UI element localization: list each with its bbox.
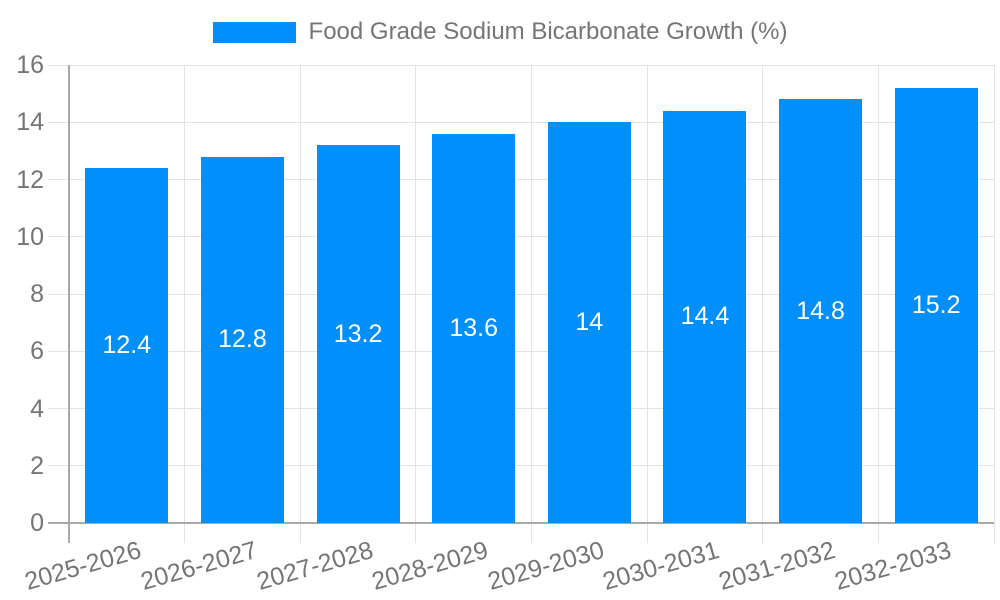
- bar-value-label: 14: [575, 308, 604, 337]
- x-tick-label: 2026-2027: [137, 536, 261, 596]
- legend[interactable]: Food Grade Sodium Bicarbonate Growth (%): [0, 18, 1000, 46]
- bar[interactable]: 12.8: [200, 156, 284, 523]
- h-gridline: [48, 236, 994, 238]
- bar-value-label: 14.8: [796, 296, 845, 325]
- x-tick-label: 2025-2026: [21, 536, 145, 596]
- x-tick-label: 2032-2033: [831, 536, 954, 596]
- legend-label: Food Grade Sodium Bicarbonate Growth (%): [308, 18, 788, 45]
- h-gridline: [48, 121, 994, 123]
- bar[interactable]: 12.4: [85, 168, 169, 523]
- x-tick-label: 2029-2030: [484, 536, 608, 596]
- v-gridline: [531, 65, 532, 543]
- y-tick-label: 6: [30, 337, 44, 366]
- h-gridline: [48, 408, 994, 409]
- v-gridline: [762, 65, 764, 543]
- h-gridline: [48, 64, 994, 66]
- x-tick-label: 2031-2032: [715, 536, 839, 596]
- h-gridline: [48, 350, 994, 352]
- bar[interactable]: 13.6: [432, 133, 516, 523]
- y-axis-line: [68, 65, 70, 543]
- h-gridline: [48, 293, 994, 295]
- y-tick-label: 0: [30, 509, 44, 537]
- bar[interactable]: 13.2: [316, 145, 400, 523]
- bar-value-label: 13.6: [449, 313, 499, 342]
- v-gridline: [646, 65, 648, 543]
- bar-value-label: 12.8: [218, 325, 267, 354]
- x-tick-label: 2030-2031: [600, 536, 723, 596]
- y-tick-label: 14: [16, 108, 44, 137]
- y-tick-label: 8: [30, 280, 44, 308]
- y-tick-label: 16: [16, 51, 44, 79]
- y-tick-label: 10: [16, 222, 44, 251]
- bar-value-label: 13.2: [333, 319, 383, 348]
- bar-value-label: 12.4: [102, 331, 152, 360]
- legend-swatch: [212, 21, 296, 43]
- bar[interactable]: 14.4: [663, 110, 747, 523]
- y-tick-label: 12: [16, 165, 44, 194]
- x-axis-line: [48, 522, 994, 524]
- v-gridline: [993, 65, 995, 543]
- v-gridline: [415, 65, 417, 543]
- h-gridline: [48, 465, 994, 467]
- bar[interactable]: 14.8: [779, 99, 863, 523]
- bar-value-label: 14.4: [680, 302, 730, 331]
- y-tick-label: 4: [30, 394, 44, 423]
- v-gridline: [877, 65, 879, 543]
- bar-value-label: 15.2: [911, 290, 961, 319]
- h-gridline: [48, 179, 994, 180]
- v-gridline: [184, 65, 186, 543]
- y-tick-label: 2: [30, 451, 44, 480]
- x-tick-label: 2028-2029: [368, 536, 492, 596]
- bar[interactable]: 15.2: [894, 87, 978, 523]
- bar[interactable]: 14: [547, 122, 631, 523]
- v-gridline: [299, 65, 301, 543]
- x-tick-label: 2027-2028: [253, 536, 376, 596]
